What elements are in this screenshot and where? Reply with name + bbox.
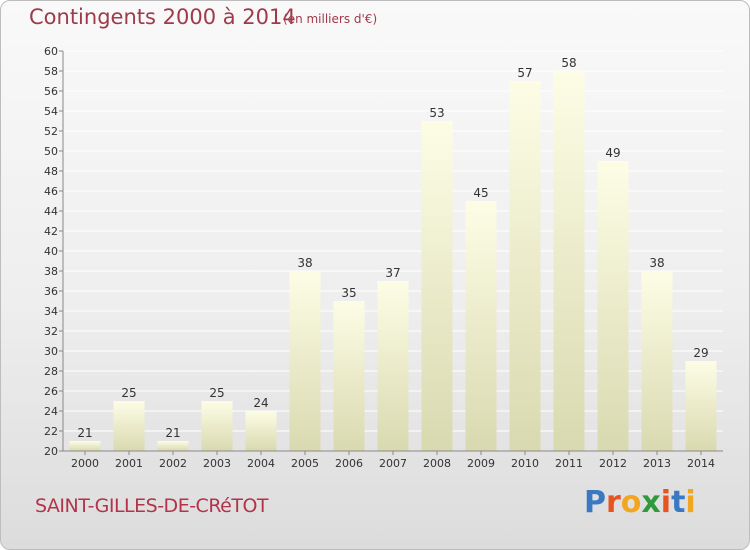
data-label: 21 bbox=[77, 426, 92, 440]
bar bbox=[69, 441, 101, 451]
y-tick-label: 54 bbox=[44, 105, 58, 118]
y-tick-label: 34 bbox=[44, 305, 58, 318]
bar bbox=[113, 401, 145, 451]
data-label: 49 bbox=[605, 146, 620, 160]
data-label: 37 bbox=[385, 266, 400, 280]
bars bbox=[69, 71, 717, 451]
bar bbox=[685, 361, 717, 451]
x-tick-label: 2013 bbox=[643, 457, 671, 470]
bar bbox=[465, 201, 497, 451]
x-tick-label: 2014 bbox=[687, 457, 715, 470]
x-tick-label: 2000 bbox=[71, 457, 99, 470]
chart-subtitle: (en milliers d'€) bbox=[283, 12, 378, 26]
y-tick-label: 52 bbox=[44, 125, 58, 138]
y-tick-label: 60 bbox=[44, 45, 58, 58]
logo-letter: t bbox=[671, 485, 686, 520]
bar bbox=[421, 121, 453, 451]
axes bbox=[59, 50, 723, 455]
y-tick-label: 38 bbox=[44, 265, 58, 278]
y-tick-label: 20 bbox=[44, 445, 58, 458]
bar bbox=[157, 441, 189, 451]
bar bbox=[289, 271, 321, 451]
logo-letter: o bbox=[620, 485, 642, 520]
bar bbox=[641, 271, 673, 451]
y-tick-label: 44 bbox=[44, 205, 58, 218]
y-tick-label: 32 bbox=[44, 325, 58, 338]
y-tick-label: 24 bbox=[44, 405, 58, 418]
x-tick-label: 2004 bbox=[247, 457, 275, 470]
y-tick-label: 42 bbox=[44, 225, 58, 238]
proxiti-logo: Proxiti bbox=[584, 485, 696, 520]
logo-letter: P bbox=[584, 485, 606, 520]
data-label: 38 bbox=[649, 256, 664, 270]
y-tick-label: 50 bbox=[44, 145, 58, 158]
data-label: 53 bbox=[429, 106, 444, 120]
logo-letter: i bbox=[660, 485, 672, 520]
x-tick-label: 2006 bbox=[335, 457, 363, 470]
x-tick-label: 2005 bbox=[291, 457, 319, 470]
x-tick-label: 2001 bbox=[115, 457, 143, 470]
y-tick-label: 26 bbox=[44, 385, 58, 398]
data-label: 24 bbox=[253, 396, 268, 410]
x-tick-label: 2002 bbox=[159, 457, 187, 470]
y-tick-label: 40 bbox=[44, 245, 58, 258]
logo-letter: i bbox=[685, 485, 696, 520]
x-tick-label: 2010 bbox=[511, 457, 539, 470]
y-tick-label: 36 bbox=[44, 285, 58, 298]
bar bbox=[245, 411, 277, 451]
data-label: 45 bbox=[473, 186, 488, 200]
labels: 20 22 24 26 28 30 32 34 36 38 40 42 44 46 48 50 52 54 56 58… bbox=[44, 45, 715, 470]
x-tick-label: 2012 bbox=[599, 457, 627, 470]
bar bbox=[597, 161, 629, 451]
logo-letter: x bbox=[641, 485, 661, 520]
y-tick-label: 46 bbox=[44, 185, 58, 198]
logo-letter: r bbox=[606, 485, 621, 520]
commune-name: SAINT-GILLES-DE-CRéTOT bbox=[35, 495, 269, 517]
data-label: 57 bbox=[517, 66, 532, 80]
data-label: 21 bbox=[165, 426, 180, 440]
y-tick-label: 58 bbox=[44, 65, 58, 78]
y-tick-label: 30 bbox=[44, 345, 58, 358]
bar bbox=[553, 71, 585, 451]
y-tick-label: 22 bbox=[44, 425, 58, 438]
data-label: 29 bbox=[693, 346, 708, 360]
bar bbox=[509, 81, 541, 451]
bar bbox=[201, 401, 233, 451]
x-tick-label: 2009 bbox=[467, 457, 495, 470]
data-label: 38 bbox=[297, 256, 312, 270]
bar bbox=[377, 281, 409, 451]
chart-title: Contingents 2000 à 2014 bbox=[29, 5, 296, 29]
y-tick-label: 28 bbox=[44, 365, 58, 378]
data-label: 35 bbox=[341, 286, 356, 300]
y-tick-label: 48 bbox=[44, 165, 58, 178]
x-tick-label: 2003 bbox=[203, 457, 231, 470]
x-tick-label: 2008 bbox=[423, 457, 451, 470]
bar bbox=[333, 301, 365, 451]
x-tick-label: 2011 bbox=[555, 457, 583, 470]
data-label: 25 bbox=[121, 386, 136, 400]
data-label: 25 bbox=[209, 386, 224, 400]
x-tick-label: 2007 bbox=[379, 457, 407, 470]
data-label: 58 bbox=[561, 56, 576, 70]
y-tick-label: 56 bbox=[44, 85, 58, 98]
